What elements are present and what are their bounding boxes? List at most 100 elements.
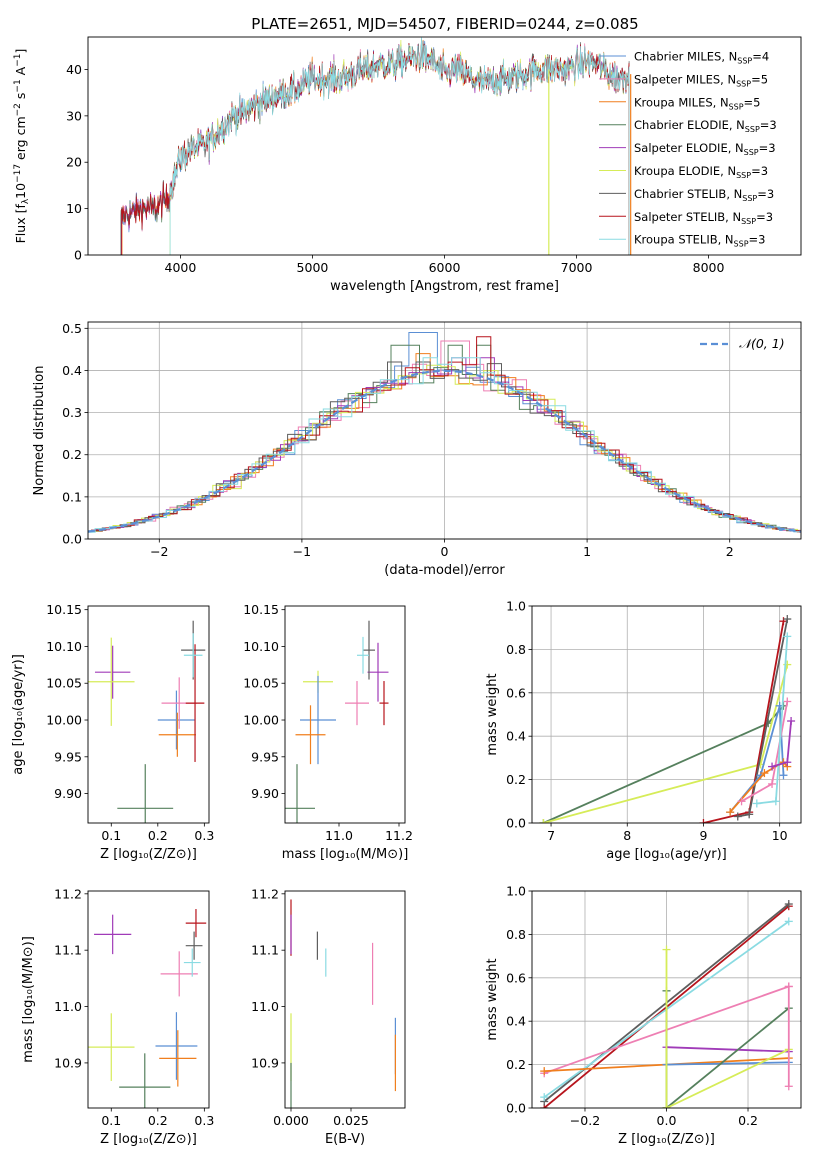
x-tick-label: 6000	[429, 260, 461, 275]
panel-residuals: −2 −1 0 1 2 0.0 0.1 0.2 0.3 0.4 0.5 (data-model)/er…	[32, 321, 802, 578]
legend-sub: SSP	[734, 240, 749, 249]
normal-curve	[88, 369, 801, 533]
x-tick-label: 0.2	[148, 828, 168, 843]
legend-suffix: =4	[752, 50, 769, 64]
y-tick-label: 10.05	[243, 676, 279, 691]
y-tick-label: 0.2	[62, 447, 82, 462]
legend-sub: SSP	[745, 125, 760, 134]
x-tick-label: 7	[547, 828, 555, 843]
axes-frame	[284, 605, 406, 824]
y-axis-label-part: s	[13, 93, 28, 104]
x-tick-label: 8000	[693, 260, 725, 275]
x-axis-label: wavelength [Angstrom, rest frame]	[330, 279, 559, 294]
axes-frame	[531, 605, 802, 824]
axes-frame	[87, 890, 210, 1109]
x-tick-label: 10	[772, 828, 788, 843]
y-tick-label: 10	[66, 201, 82, 216]
legend-suffix: =3	[751, 164, 768, 178]
legend-suffix: =5	[744, 95, 761, 109]
x-tick-label: 5000	[297, 260, 329, 275]
y-tick-label: 0.0	[506, 1101, 526, 1116]
x-axis-label: age [log₁₀(age/yr)]	[606, 847, 727, 862]
y-tick-label: 10.15	[46, 602, 82, 617]
legend-sub: SSP	[729, 102, 744, 111]
y-tick-label: 11.0	[54, 999, 82, 1014]
x-tick-label: 0.1	[101, 1113, 121, 1128]
x-tick-label: −0.2	[570, 1113, 600, 1128]
legend-label: Kroupa MILES, NSSP=5	[634, 95, 760, 111]
y-tick-label: 0.4	[506, 1014, 526, 1029]
y-tick-label: 0.6	[506, 685, 526, 700]
y-tick-label: 10.9	[54, 1055, 82, 1070]
legend: 𝒩(0, 1)	[700, 336, 785, 351]
y-axis-label-part: −1	[13, 54, 23, 67]
x-tick-label: 0	[441, 544, 449, 559]
y-axis-label: mass weight	[485, 673, 500, 755]
histogram-step	[88, 361, 801, 534]
y-tick-label: 0.2	[506, 1057, 526, 1072]
y-tick-label: 0.6	[506, 970, 526, 985]
x-tick-label: 9	[699, 828, 707, 843]
x-axis-label: E(B-V)	[325, 1132, 365, 1147]
legend-text: Salpeter ELODIE, N	[634, 141, 744, 155]
legend-text: Kroupa STELIB, N	[634, 233, 734, 247]
x-tick-label: −2	[150, 544, 168, 559]
y-tick-label: 20	[66, 155, 82, 170]
plot-area	[285, 891, 405, 1108]
y-tick-label: 9.90	[54, 786, 82, 801]
panel-ebv_mass: 0.000 0.025 10.9 11.0 11.1 11.2 E(B-V)	[251, 886, 406, 1147]
histogram-step	[88, 357, 801, 533]
x-axis-label: Z [log₁₀(Z/Z⊙)]	[618, 1132, 715, 1147]
panel-z_mass: 0.1 0.2 0.3 10.9 11.0 11.1 11.2 Z [log₁₀(Z/Z⊙)]…	[21, 886, 214, 1147]
legend-text: Chabrier ELODIE, N	[634, 118, 745, 132]
axes-frame	[284, 890, 406, 1109]
x-tick-label: 11.2	[385, 828, 413, 843]
y-tick-label: 0.3	[62, 405, 82, 420]
x-tick-label: 0.000	[273, 1113, 309, 1128]
y-tick-label: 10.00	[243, 713, 279, 728]
legend-suffix: =3	[760, 118, 777, 132]
x-tick-label: 8	[623, 828, 631, 843]
x-axis-label: mass [log₁₀(M/M⊙)]	[282, 847, 409, 862]
y-tick-label: 0.4	[506, 729, 526, 744]
legend-suffix: =3	[759, 141, 776, 155]
y-axis-label-part: −1	[13, 79, 23, 92]
legend-sub: SSP	[736, 79, 751, 88]
y-tick-label: 11.0	[251, 999, 279, 1014]
y-axis-label-part: erg cm	[13, 116, 28, 164]
legend-suffix: =5	[751, 72, 768, 86]
y-tick-label: 0.8	[506, 927, 526, 942]
x-tick-label: 0.2	[148, 1113, 168, 1128]
legend-sub: SSP	[737, 57, 752, 66]
y-axis-label-part: Flux [f	[13, 204, 28, 244]
x-axis-label: (data-model)/error	[384, 563, 505, 578]
axes-frame	[87, 605, 210, 824]
legend-text: Kroupa ELODIE, N	[634, 164, 736, 178]
figure-title: PLATE=2651, MJD=54507, FIBERID=0244, z=0…	[251, 15, 638, 33]
x-tick-label: 0.2	[738, 1113, 758, 1128]
y-tick-label: 1.0	[506, 884, 526, 899]
y-tick-label: 9.95	[54, 749, 82, 764]
y-tick-label: 9.90	[251, 786, 279, 801]
legend-text: Salpeter STELIB, N	[634, 210, 741, 224]
data-layer	[88, 620, 206, 823]
panel-spectrum: 4000 5000 6000 7000 8000 0 10 20 30 40 wavelength …	[13, 36, 802, 294]
y-axis-label-part: λ	[21, 198, 31, 204]
y-tick-label: 1.0	[506, 599, 526, 614]
y-tick-label: 10.15	[243, 602, 279, 617]
y-tick-label: 0.0	[506, 816, 526, 831]
data-layer	[285, 620, 389, 823]
legend-label: Chabrier ELODIE, NSSP=3	[634, 118, 777, 134]
legend-sub: SSP	[741, 217, 756, 226]
legend-text: Chabrier MILES, N	[634, 50, 737, 64]
y-axis-label-part: −2	[13, 103, 23, 116]
data-layer	[539, 615, 796, 823]
x-tick-label: 4000	[165, 260, 197, 275]
y-tick-label: 30	[66, 108, 82, 123]
y-tick-label: 11.1	[251, 943, 279, 958]
series-line	[666, 1048, 790, 1108]
x-tick-label: 0.025	[333, 1113, 369, 1128]
data-layer	[120, 37, 632, 255]
legend-suffix: =3	[757, 187, 774, 201]
